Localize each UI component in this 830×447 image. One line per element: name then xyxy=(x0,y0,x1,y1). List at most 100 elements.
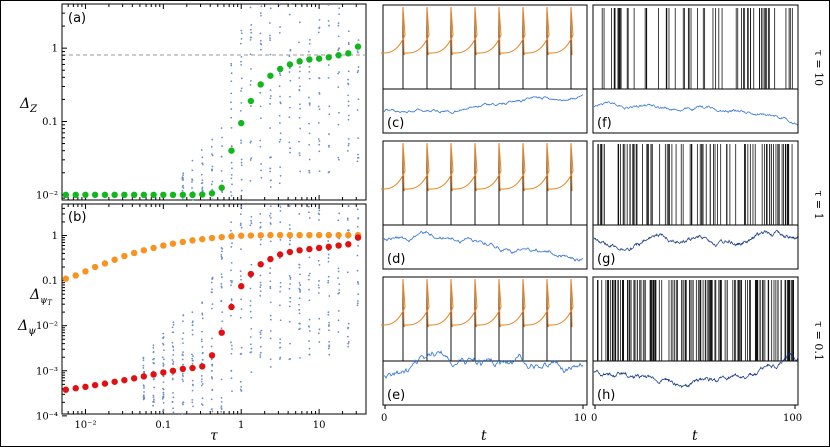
panel-a-ytick-label-0: 10⁻² xyxy=(36,190,58,201)
panel-a-cloud-point xyxy=(260,176,263,179)
panel-a-cloud-point xyxy=(240,189,243,192)
panel-a-green-point xyxy=(111,191,118,199)
panel-b-cloud-point xyxy=(347,340,350,343)
panel-a-cloud-point xyxy=(288,55,291,58)
panel-b-orange-point xyxy=(82,268,89,275)
panel-b-cloud-point xyxy=(221,311,224,314)
panel-a-cloud-point xyxy=(338,47,341,50)
panel-b-cloud-point xyxy=(357,244,359,247)
panel-b-cloud-point xyxy=(240,248,242,251)
panel-b-cloud-point xyxy=(269,205,272,208)
panel-b-red-point xyxy=(325,243,332,251)
panel-a-ylabel: ΔZ xyxy=(19,96,38,115)
panel-a-cloud-point xyxy=(250,31,253,34)
panel-b-cloud-point xyxy=(357,217,360,219)
panel-b-orange-point xyxy=(160,242,167,249)
panel-b-cloud-point xyxy=(162,402,165,404)
panel-b-cloud-point xyxy=(152,400,154,403)
panel-h-frame xyxy=(592,276,799,406)
panel-b-cloud-point xyxy=(162,393,165,396)
panel-a-cloud-point xyxy=(338,7,341,10)
panel-b-cloud-point xyxy=(249,343,252,346)
panel-b-cloud-point xyxy=(279,290,281,293)
panel-b-cloud-point xyxy=(259,281,262,284)
panel-b-cloud-point xyxy=(211,303,214,306)
panel-a-cloud-point xyxy=(279,26,281,28)
mid-xtick-label-1: 10 xyxy=(574,413,587,424)
panel-a-cloud-point xyxy=(337,158,340,161)
panel-b-cloud-point xyxy=(230,352,233,355)
panel-b-cloud-point xyxy=(289,342,291,345)
panel-b-cloud-point xyxy=(192,384,194,387)
panel-b-cloud-point xyxy=(240,278,243,281)
panel-b-cloud-point xyxy=(240,298,243,301)
panel-b-cloud-point xyxy=(210,281,213,284)
panel-a-ytick-label-2: 1 xyxy=(52,44,58,55)
panel-a-cloud-point xyxy=(298,152,301,155)
panel-b-cloud-point xyxy=(289,283,292,285)
panel-b-cloud-point xyxy=(201,358,204,361)
panel-a-cloud-point xyxy=(357,98,360,101)
panel-a-green-point xyxy=(306,56,313,63)
panel-a-cloud-point xyxy=(249,179,252,182)
panel-a-cloud-point xyxy=(250,157,253,160)
panel-b-cloud-point xyxy=(318,341,321,343)
panel-b-cloud-point xyxy=(143,391,145,393)
panel-a-cloud-point xyxy=(259,12,262,15)
panel-b-cloud-point xyxy=(182,342,184,345)
panel-a-green-point xyxy=(140,191,148,199)
panel-a-cloud-point xyxy=(182,172,185,175)
panel-a-cloud-point xyxy=(288,141,291,144)
panel-b-red-point xyxy=(91,381,99,389)
panel-b-cloud-point xyxy=(298,212,301,215)
panel-b-cloud-point xyxy=(182,363,184,366)
panel-a-cloud-point xyxy=(289,3,292,6)
panel-a-green-point xyxy=(169,191,177,199)
panel-a-cloud-point xyxy=(288,71,291,73)
panel-a-green-point xyxy=(276,65,284,73)
panel-a-green-point xyxy=(267,72,274,79)
panel-a-cloud-point xyxy=(299,170,302,173)
panel-b-cloud-point xyxy=(289,278,292,280)
panel-b-cloud-point xyxy=(298,263,301,266)
panel-b-cloud-point xyxy=(221,247,224,250)
panel-a-cloud-point xyxy=(250,67,252,70)
panel-b-xtick-label-1: 0.1 xyxy=(155,420,171,431)
panel-b-tag: (b) xyxy=(68,210,86,225)
panel-b-cloud-point xyxy=(298,297,301,300)
panel-b-cloud-point xyxy=(220,258,223,260)
panel-a-cloud-point xyxy=(182,184,184,187)
panel-a-cloud-point xyxy=(181,189,184,192)
panel-a-green-point xyxy=(208,190,216,197)
panel-b-cloud-point xyxy=(338,289,341,291)
panel-b-xtick-label-3: 10 xyxy=(313,420,326,431)
panel-b-cloud-point xyxy=(201,351,204,354)
panel-b-cloud-point xyxy=(299,291,302,293)
panel-a-cloud-point xyxy=(318,150,321,153)
panel-a-cloud-point xyxy=(230,108,233,110)
panel-a-cloud-point xyxy=(337,123,340,126)
panel-b-cloud-point xyxy=(269,240,272,243)
panel-b-red-point xyxy=(315,244,323,252)
panel-b-cloud-point xyxy=(288,305,291,308)
panel-b-cloud-point xyxy=(327,281,330,284)
mid-xlabel: t xyxy=(481,428,487,444)
panel-b-cloud-point xyxy=(220,286,223,289)
panel-a-cloud-point xyxy=(278,182,281,185)
panel-b-cloud-point xyxy=(308,353,311,356)
panel-a-cloud-point xyxy=(200,182,203,185)
mid-blue-trace-2 xyxy=(383,350,584,379)
panel-b-orange-point xyxy=(130,249,138,257)
panel-b-cloud-point xyxy=(181,358,184,361)
panel-a-cloud-point xyxy=(338,111,340,114)
panel-a-cloud-point xyxy=(191,178,194,181)
panel-a-cloud-point xyxy=(240,178,243,181)
panel-b-cloud-point xyxy=(308,318,311,321)
panel-b-cloud-point xyxy=(269,366,272,368)
panel-b-cloud-point xyxy=(308,330,311,332)
panel-b-cloud-point xyxy=(191,353,193,356)
panel-b-red-point xyxy=(121,376,128,384)
panel-b-cloud-point xyxy=(200,338,203,341)
panel-b-cloud-point xyxy=(299,288,301,291)
panel-b-cloud-point xyxy=(201,317,204,320)
